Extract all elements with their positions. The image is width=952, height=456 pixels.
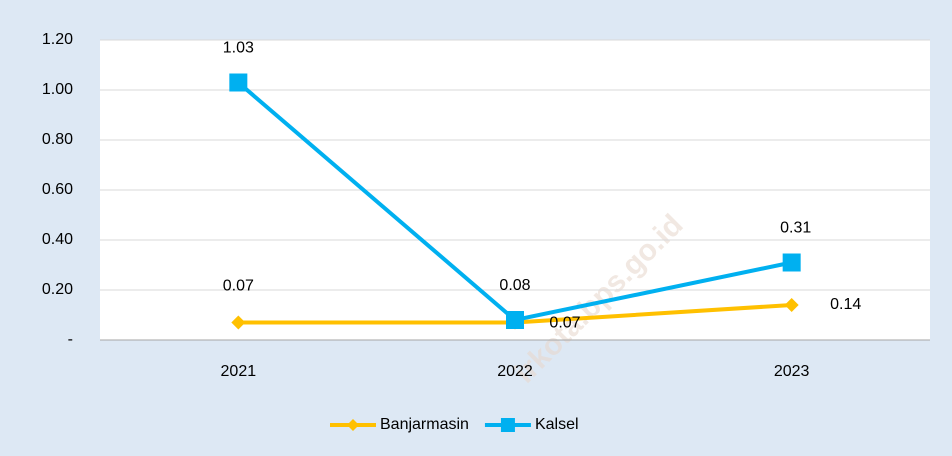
marker	[229, 73, 248, 92]
marker	[347, 419, 359, 431]
y-tick-label: -	[68, 331, 73, 348]
marker	[784, 298, 799, 312]
x-tick-label: 2021	[221, 363, 257, 380]
y-tick-label: 0.60	[42, 181, 73, 198]
y-tick-label: 0.80	[42, 131, 73, 148]
x-tick-label: 2022	[497, 363, 533, 380]
data-label: 0.08	[499, 277, 530, 294]
y-tick-label: 1.00	[42, 81, 73, 98]
y-tick-label: 0.20	[42, 281, 73, 298]
data-label: 0.14	[830, 296, 861, 313]
data-label: 0.07	[223, 278, 254, 295]
marker	[500, 418, 515, 432]
data-label: 0.07	[549, 315, 580, 332]
data-label: 0.31	[780, 220, 811, 237]
y-tick-label: 1.20	[42, 31, 73, 48]
x-tick-label: 2023	[774, 363, 810, 380]
legend-label: Banjarmasin	[380, 416, 469, 433]
y-tick-label: 0.40	[42, 231, 73, 248]
marker	[231, 315, 246, 330]
marker	[782, 253, 801, 272]
legend-label: Kalsel	[535, 416, 579, 433]
data-label: 1.03	[223, 40, 254, 57]
marker	[506, 311, 524, 329]
